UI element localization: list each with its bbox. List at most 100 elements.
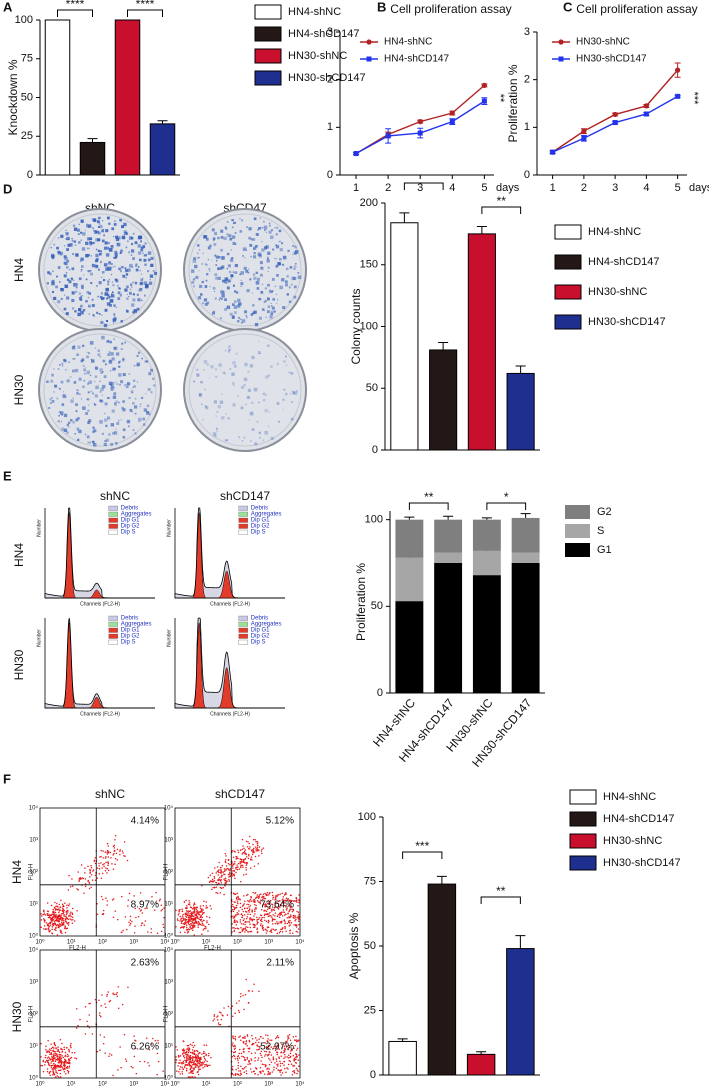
- colony: [259, 255, 262, 258]
- event: [203, 929, 205, 931]
- event: [51, 920, 53, 922]
- event: [63, 906, 65, 908]
- colony: [83, 369, 86, 372]
- event: [218, 1024, 220, 1026]
- event: [213, 1018, 215, 1020]
- event: [114, 839, 116, 841]
- colony: [68, 427, 69, 428]
- event: [85, 878, 87, 880]
- colony: [214, 400, 217, 403]
- event: [201, 1053, 203, 1055]
- colony: [135, 398, 137, 400]
- event: [237, 869, 239, 871]
- significance: ***: [688, 92, 700, 106]
- event: [236, 856, 238, 858]
- event: [45, 929, 47, 931]
- event: [204, 1064, 206, 1066]
- event: [217, 1015, 219, 1017]
- event: [62, 1067, 64, 1069]
- colony: [136, 263, 138, 265]
- colony: [147, 411, 149, 413]
- event: [234, 1049, 236, 1051]
- event: [223, 878, 225, 880]
- event: [190, 1055, 192, 1057]
- colony: [209, 286, 210, 287]
- event: [100, 856, 102, 858]
- colony: [66, 230, 67, 231]
- histogram-x-label: Channels (FL2-H): [80, 601, 120, 607]
- colony: [251, 313, 253, 315]
- event: [207, 930, 209, 932]
- colony: [77, 389, 79, 391]
- event: [196, 1061, 198, 1063]
- colony: [95, 348, 96, 349]
- colony: [99, 420, 103, 424]
- event: [246, 869, 248, 871]
- event: [130, 916, 132, 918]
- legend-swatch: [109, 622, 118, 627]
- event: [118, 1008, 120, 1010]
- event: [114, 863, 116, 865]
- event: [264, 893, 266, 895]
- event: [56, 925, 58, 927]
- colony: [296, 390, 298, 392]
- event: [198, 1067, 200, 1069]
- colony: [221, 294, 224, 297]
- colony: [294, 285, 297, 288]
- event: [48, 917, 50, 919]
- event: [182, 911, 184, 913]
- event: [60, 932, 62, 934]
- event: [240, 1070, 242, 1072]
- event: [235, 1069, 237, 1071]
- colony: [295, 263, 296, 264]
- event: [262, 917, 264, 919]
- event: [55, 1061, 57, 1063]
- colony: [206, 273, 208, 275]
- legend-swatch: [565, 524, 590, 538]
- colony: [241, 280, 242, 281]
- significance: ****: [66, 0, 85, 11]
- event: [65, 1067, 67, 1069]
- colony: [110, 370, 111, 371]
- colony: [234, 290, 236, 292]
- event: [64, 1056, 66, 1058]
- event: [201, 911, 203, 913]
- legend-swatch: [109, 524, 118, 529]
- event: [122, 1004, 124, 1006]
- event: [277, 933, 279, 935]
- event: [183, 1061, 185, 1063]
- column-label: shNC: [95, 787, 125, 801]
- event: [68, 1051, 70, 1053]
- event: [192, 1049, 194, 1051]
- event: [257, 841, 259, 843]
- event: [233, 1038, 235, 1040]
- event: [151, 928, 153, 930]
- bar: [468, 234, 495, 450]
- colony: [241, 271, 244, 274]
- event: [246, 918, 248, 920]
- colony: [140, 270, 141, 271]
- event: [70, 1045, 72, 1047]
- event: [204, 1058, 206, 1060]
- colony: [112, 357, 115, 360]
- event: [44, 925, 46, 927]
- colony: [254, 442, 257, 445]
- event: [112, 1075, 114, 1077]
- event: [243, 874, 245, 876]
- event: [296, 1056, 298, 1058]
- colony: [51, 282, 55, 286]
- marker: [675, 68, 680, 73]
- event: [192, 1056, 194, 1058]
- event: [100, 862, 102, 864]
- event: [191, 920, 193, 922]
- colony: [82, 247, 85, 250]
- event: [274, 915, 276, 917]
- colony: [128, 426, 130, 428]
- colony: [101, 277, 102, 278]
- event: [59, 923, 61, 925]
- event: [249, 846, 251, 848]
- event: [53, 1067, 55, 1069]
- event: [50, 1050, 52, 1052]
- event: [61, 920, 63, 922]
